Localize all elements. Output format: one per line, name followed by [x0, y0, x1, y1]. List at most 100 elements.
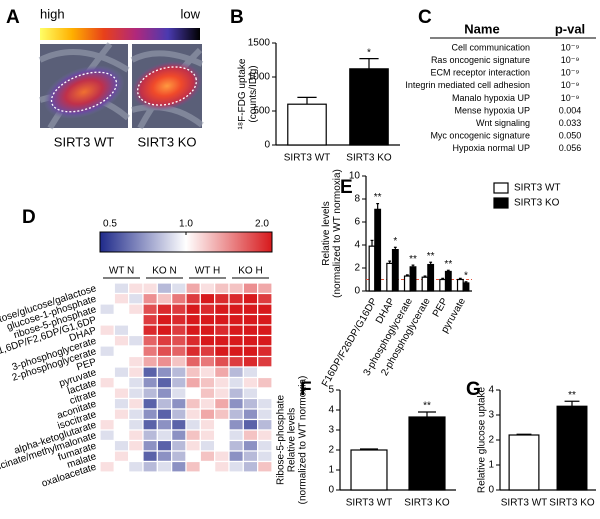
heatmap-cell	[242, 292, 259, 305]
heatmap-cell	[128, 418, 144, 431]
heatmap-cell	[228, 324, 244, 337]
panel-label: B	[230, 7, 244, 28]
heatmap-cell	[185, 303, 201, 316]
heatmap-cell	[199, 282, 216, 295]
heatmap-cell	[99, 282, 115, 295]
heatmap-cell	[185, 334, 201, 347]
heatmap-cell	[113, 450, 130, 463]
heatmap-cell	[257, 408, 273, 421]
heatmap-cell	[142, 334, 158, 347]
heatmap-cell	[242, 334, 259, 347]
color-tick-label: 2.0	[255, 219, 269, 230]
y-tick-label: 8	[354, 194, 360, 205]
heatmap-cell	[99, 324, 115, 337]
heatmap-cell	[113, 324, 130, 337]
heatmap-cell	[113, 408, 130, 421]
heatmap-cell	[171, 324, 187, 337]
bar	[439, 278, 447, 292]
heatmap-cell	[185, 397, 201, 410]
heatmap-cell	[156, 324, 173, 337]
heatmap-cell	[113, 355, 130, 368]
group-label: WT N	[109, 266, 134, 277]
heatmap-cell	[214, 334, 230, 347]
heatmap-cell	[214, 418, 230, 431]
heatmap-cell	[128, 303, 144, 316]
heatmap-cell	[171, 429, 187, 442]
heatmap-cell	[185, 345, 201, 358]
heatmap-cell	[99, 418, 115, 431]
y-axis-label: Ribose-5-phosphate	[276, 395, 287, 485]
heatmap-cell	[257, 387, 273, 400]
y-tick-label: 4	[328, 405, 334, 416]
heatmap-cell	[199, 303, 216, 316]
scale-high: high	[40, 6, 65, 21]
heatmap-cell	[228, 345, 244, 358]
y-tick-label: 4	[354, 240, 360, 251]
heatmap-cell	[228, 355, 244, 368]
heatmap-cell	[199, 450, 216, 463]
heatmap-cell	[185, 408, 201, 421]
heatmap-cell	[242, 355, 259, 368]
y-axis-label: ¹⁸F-FDG uptake	[237, 58, 248, 129]
heatmap-cell	[171, 303, 187, 316]
table-cell: 0.004	[559, 105, 582, 115]
heatmap-cell	[142, 345, 158, 358]
heatmap-cell	[128, 324, 144, 337]
group-label: KO N	[152, 266, 176, 277]
heatmap-cell	[214, 460, 230, 473]
heatmap-cell	[128, 345, 144, 358]
heatmap-cell	[257, 345, 273, 358]
heatmap-cell	[156, 460, 173, 473]
heatmap-cell	[242, 376, 259, 389]
significance-label: **	[568, 390, 576, 401]
bar	[349, 68, 389, 146]
heatmap-cell	[199, 324, 216, 337]
heatmap-cell	[142, 450, 158, 463]
heatmap-cell	[257, 460, 273, 473]
heatmap-cell	[142, 439, 158, 452]
heatmap-cell	[99, 292, 115, 305]
heatmap-cell	[228, 429, 244, 442]
heatmap-cell	[171, 460, 187, 473]
heatmap-cell	[99, 355, 115, 368]
heatmap-cell	[128, 460, 144, 473]
heatmap-cell	[142, 418, 158, 431]
heatmap-cell	[128, 376, 144, 389]
heatmap-cell	[171, 366, 187, 379]
y-axis-label: Relative levels	[321, 201, 332, 265]
y-tick-label: 2	[328, 445, 334, 456]
heatmap-cell	[156, 397, 173, 410]
heatmap-cell	[214, 366, 230, 379]
heatmap-cell	[99, 313, 115, 326]
y-tick-label: 2	[488, 435, 494, 446]
heatmap-cell	[99, 439, 115, 452]
table-cell: 10⁻⁹	[561, 55, 580, 65]
y-tick-label: 1	[488, 460, 494, 471]
heatmap-cell	[171, 376, 187, 389]
y-axis-label: (counts/ID/g)	[248, 65, 259, 122]
panel-label: D	[22, 207, 36, 228]
heatmap-cell	[113, 334, 130, 347]
group-label: KO H	[238, 266, 262, 277]
heatmap-cell	[128, 397, 144, 410]
y-tick-label: 6	[354, 217, 360, 228]
heatmap-cell	[214, 292, 230, 305]
color-tick-label: 0.5	[103, 219, 117, 230]
heatmap-cell	[185, 282, 201, 295]
significance-label: **	[409, 254, 417, 265]
y-tick-label: 3	[328, 425, 334, 436]
table-cell: Ras oncogenic signature	[431, 55, 530, 65]
heatmap-cell	[142, 387, 158, 400]
heatmap-cell	[242, 366, 259, 379]
heatmap-cell	[113, 439, 130, 452]
heatmap-cell	[228, 376, 244, 389]
heatmap-cell	[156, 408, 173, 421]
heatmap-cell	[242, 387, 259, 400]
heatmap-cell	[257, 313, 273, 326]
heatmap-cell	[156, 429, 173, 442]
heatmap-cell	[242, 429, 259, 442]
heatmap-cell	[142, 303, 158, 316]
table-cell: 0.050	[559, 131, 582, 141]
heatmap-cell	[99, 408, 115, 421]
